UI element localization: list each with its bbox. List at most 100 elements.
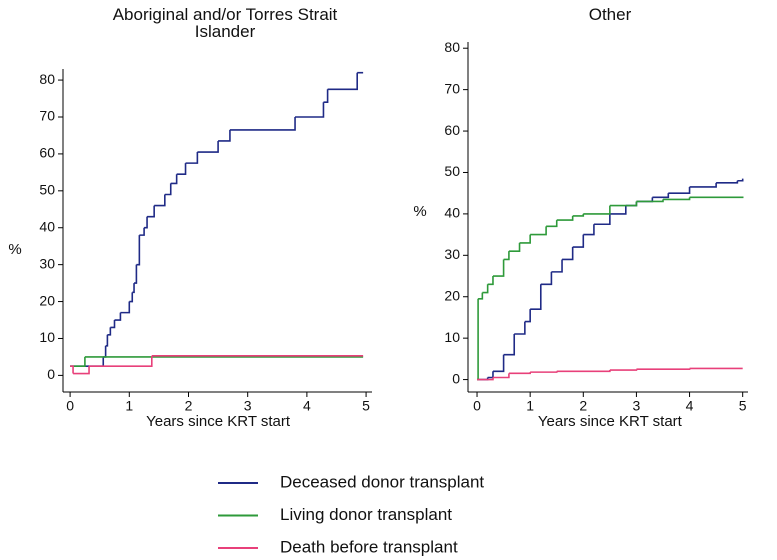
step-segment <box>478 292 484 300</box>
y-tick-label: 70 <box>39 108 55 124</box>
step-segment <box>689 182 717 188</box>
y-tick-label: 20 <box>39 292 55 308</box>
y-tick-label: 40 <box>39 218 55 234</box>
step-segment <box>540 271 553 286</box>
step-segment <box>107 327 112 336</box>
step-segment <box>492 259 505 277</box>
x-tick-label: 1 <box>526 398 534 414</box>
step-segment <box>737 178 744 182</box>
legend-label: Living donor transplant <box>280 505 452 524</box>
legend-label: Deceased donor transplant <box>280 472 484 491</box>
step-segment <box>668 186 691 194</box>
x-tick-label: 0 <box>66 398 74 414</box>
step-segment <box>164 183 172 196</box>
x-axis-label: Years since KRT start <box>146 413 291 430</box>
step-segment <box>70 356 86 367</box>
step-segment <box>110 320 116 329</box>
step-segment <box>562 247 574 261</box>
step-segment <box>129 292 134 303</box>
step-segment <box>609 201 638 207</box>
step-segment <box>530 371 558 373</box>
step-segment <box>103 345 107 358</box>
step-segment <box>185 152 199 164</box>
y-axis-label: % <box>413 203 426 220</box>
step-segment <box>572 213 585 217</box>
step-segment <box>327 72 359 91</box>
x-tick-label: 2 <box>185 398 193 414</box>
chart-title: Aboriginal and/or Torres Strait Islander <box>112 5 338 41</box>
step-segment <box>70 365 74 374</box>
y-tick-label: 60 <box>39 145 55 161</box>
step-segment <box>572 234 585 248</box>
step-segment <box>120 301 131 314</box>
step-segment <box>519 234 531 244</box>
step-segment <box>508 372 531 375</box>
step-segment <box>139 227 145 236</box>
step-segment <box>197 140 219 153</box>
step-segment <box>716 180 739 184</box>
step-segment <box>530 284 542 310</box>
step-segment <box>170 174 178 185</box>
step-segment <box>136 235 141 266</box>
step-segment <box>636 199 664 203</box>
step-segment <box>477 298 479 381</box>
step-segment <box>583 205 611 215</box>
step-segment <box>147 205 155 218</box>
step-segment <box>134 264 138 284</box>
step-segment <box>636 368 691 371</box>
step-segment <box>546 220 558 228</box>
step-segment <box>583 224 595 236</box>
step-segment <box>323 89 329 104</box>
step-segment <box>229 116 296 131</box>
step-segment <box>556 370 611 373</box>
step-segment <box>154 194 166 207</box>
step-segment <box>70 356 105 367</box>
y-tick-label: 40 <box>444 205 460 221</box>
legend-label: Death before transplant <box>280 537 458 556</box>
y-tick-label: 10 <box>444 329 460 345</box>
x-axis-label: Years since KRT start <box>538 413 683 430</box>
step-segment <box>176 163 187 176</box>
step-segment <box>609 369 638 371</box>
step-segment <box>551 259 563 273</box>
x-tick-label: 4 <box>686 398 694 414</box>
x-tick-label: 0 <box>473 398 481 414</box>
step-segment <box>492 354 505 373</box>
step-segment <box>132 283 135 294</box>
step-segment <box>609 205 627 215</box>
y-tick-label: 10 <box>39 329 55 345</box>
step-segment <box>503 334 516 356</box>
step-segment <box>689 196 744 199</box>
step-segment <box>487 276 494 286</box>
y-tick-label: 30 <box>444 246 460 262</box>
y-tick-label: 50 <box>39 182 55 198</box>
step-segment <box>530 226 547 236</box>
step-segment <box>144 216 148 229</box>
x-tick-label: 4 <box>303 398 311 414</box>
step-segment <box>89 355 153 367</box>
step-segment <box>524 309 531 323</box>
step-segment <box>508 242 521 252</box>
step-segment <box>114 312 122 321</box>
y-tick-label: 80 <box>444 39 460 55</box>
y-tick-label: 30 <box>39 255 55 271</box>
x-tick-label: 5 <box>362 398 370 414</box>
step-segment <box>652 193 670 199</box>
step-segment <box>105 334 109 347</box>
step-segment <box>556 215 574 221</box>
step-segment <box>487 371 494 379</box>
x-tick-label: 2 <box>579 398 587 414</box>
step-segment <box>295 102 325 118</box>
step-segment <box>593 213 611 226</box>
step-segment <box>492 373 510 379</box>
step-segment <box>514 321 526 335</box>
x-tick-label: 3 <box>244 398 252 414</box>
step-segment <box>73 366 90 375</box>
step-segment <box>218 129 231 142</box>
x-tick-label: 1 <box>125 398 133 414</box>
chart-title: Other <box>588 5 632 24</box>
y-tick-label: 0 <box>452 370 460 386</box>
x-tick-label: 5 <box>739 398 747 414</box>
